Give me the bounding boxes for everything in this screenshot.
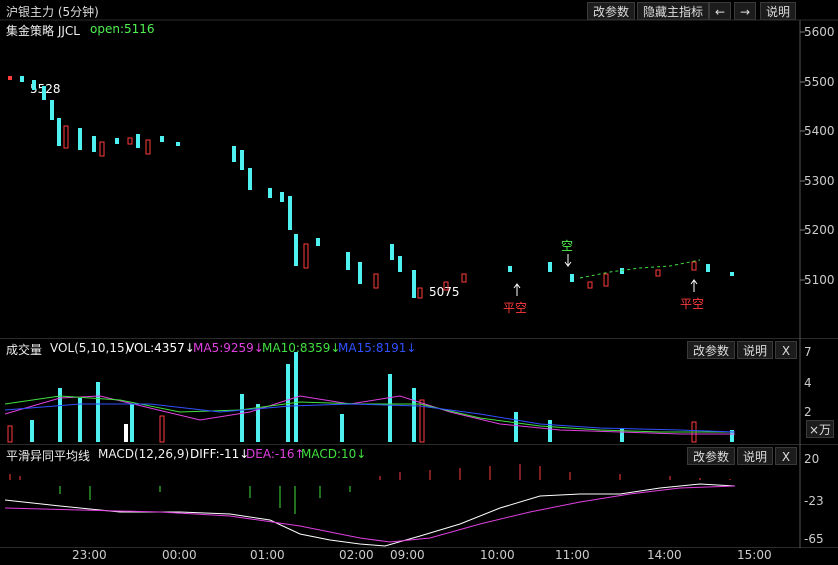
price-axis-label: 5500 [804,75,835,89]
price-axis-label: 5300 [804,174,835,188]
arrow-left-icon[interactable]: ← [709,2,731,20]
volume-axis-label: 7 [804,345,812,359]
macd-params-button[interactable]: 改参数 [687,447,736,465]
open-label: open:5116 [90,22,155,36]
macd-value: MACD:10↓ [301,447,367,461]
price-axis-label: 5200 [804,223,835,237]
hide-indicator-button[interactable]: 隐藏主指标 [637,2,710,20]
volume-axis-label: 4 [804,376,812,390]
volume-ma5: MA5:9259↓ [193,341,264,355]
explain-button[interactable]: 说明 [760,2,797,20]
window-title: 沪银主力 (5分钟) [6,5,99,19]
arrow-right-icon[interactable]: → [734,2,756,20]
low-marker: 5075 [429,285,460,299]
macd-close-button[interactable]: X [775,447,797,465]
macd-axis-label: 20 [804,452,820,466]
time-axis-label: 01:00 [250,548,285,562]
time-axis-label: 09:00 [390,548,425,562]
time-axis-label: 15:00 [737,548,772,562]
volume-title: 成交量 [6,343,43,357]
volume-unit: ×万 [806,420,835,438]
volume-explain-button[interactable]: 说明 [737,341,774,359]
macd-title: 平滑异同平均线 [6,449,91,463]
signal-short: 空 [561,239,574,253]
time-axis-label: 11:00 [555,548,590,562]
volume-ma15: MA15:8191↓ [338,341,417,355]
time-axis-label: 14:00 [647,548,682,562]
volume-axis-label: 2 [804,405,812,419]
macd-axis-label: -65 [804,532,824,546]
time-axis-label: 02:00 [339,548,374,562]
volume-params-button[interactable]: 改参数 [687,341,736,359]
strategy-label: 集金策略 JJCL [6,24,80,38]
price-axis-label: 5600 [804,25,835,39]
params-button[interactable]: 改参数 [587,2,636,20]
macd-axis-label: -23 [804,494,824,508]
time-axis-label: 23:00 [72,548,107,562]
signal-cover: 平空 [680,297,705,311]
macd-diff: DIFF:-11↓ [190,447,250,461]
price-axis-label: 5400 [804,124,835,138]
macd-dea: DEA:-16↑ [246,447,305,461]
macd-explain-button[interactable]: 说明 [737,447,774,465]
volume-value: VOL:4357↓ [126,341,195,355]
macd-params: MACD(12,26,9) [98,447,190,461]
time-axis-label: 10:00 [480,548,515,562]
time-axis-label: 00:00 [162,548,197,562]
price-axis-label: 5100 [804,273,835,287]
signal-cover: 平空 [503,301,528,315]
volume-close-button[interactable]: X [775,341,797,359]
volume-params: VOL(5,10,15) [50,341,130,355]
high-marker: 5528 [30,82,61,96]
volume-ma10: MA10:8359↓ [262,341,341,355]
